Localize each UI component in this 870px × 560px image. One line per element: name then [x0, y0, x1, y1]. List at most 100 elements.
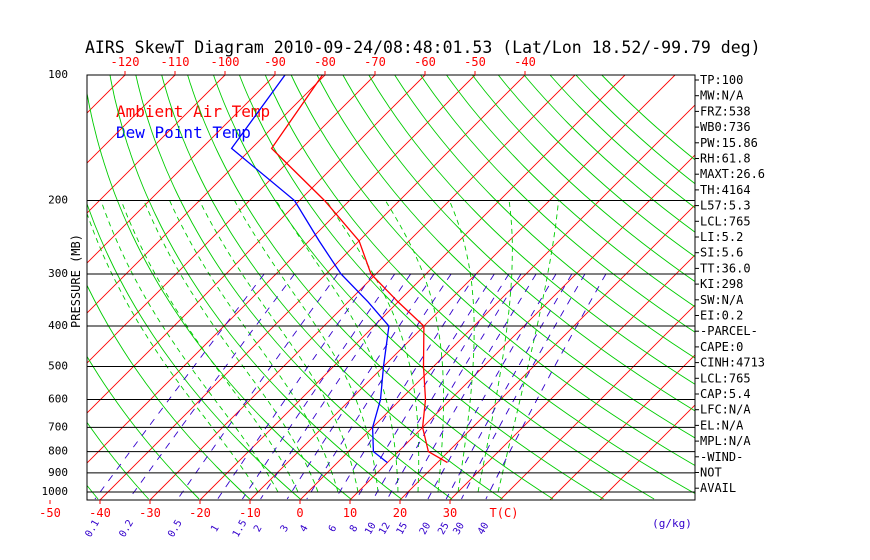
plot-frame	[86, 74, 696, 501]
mixing-ratio-line	[386, 273, 522, 500]
isotherm-line	[549, 354, 695, 500]
stability-index-label: EI:0.2	[700, 309, 743, 323]
mixing-ratio-line	[177, 273, 339, 500]
top-temp-tick-label: -60	[414, 55, 436, 69]
stability-index-label: MPL:N/A	[700, 434, 751, 448]
bottom-temp-tick-label: -50	[39, 506, 61, 520]
y-axis-label: PRESSURE (MB)	[69, 234, 83, 328]
legend-dew-point-temp: Dew Point Temp	[116, 123, 251, 142]
mixing-ratio-label: 2	[252, 523, 265, 534]
pressure-tick-label: 200	[48, 194, 68, 207]
mixing-ratio-label: 30	[451, 521, 467, 537]
isotherm-line	[499, 304, 695, 500]
dry-adiabat-line	[601, 75, 695, 161]
bottom-temp-tick-label: 0	[296, 506, 303, 520]
stability-index-label: WB0:736	[700, 120, 751, 134]
stability-index-label: LFC:N/A	[700, 403, 751, 417]
mixing-ratio-label: 12	[377, 521, 393, 537]
mixing-ratio-label: 40	[476, 521, 492, 537]
isotherm-line	[87, 75, 476, 464]
top-temp-tick-label: -90	[264, 55, 286, 69]
dry-adiabat-line	[523, 75, 695, 233]
sounding-profiles	[230, 75, 448, 464]
stability-index-label: SW:N/A	[700, 293, 744, 307]
pressure-tick-label: 1000	[42, 485, 69, 498]
stability-index-label: SI:5.6	[700, 246, 743, 260]
moist-adiabat-line	[497, 200, 559, 493]
stability-index-label: LI:5.2	[700, 230, 743, 244]
pressure-tick-label: 900	[48, 466, 68, 479]
mixing-ratio-label: 20	[418, 521, 434, 537]
mixing-ratio-label: 3	[279, 523, 292, 534]
mixing-ratio-line	[404, 273, 537, 500]
stability-index-label: CAPE:0	[700, 340, 743, 354]
dry-adiabat-line	[446, 75, 695, 308]
mixing-ratio-label: 6	[327, 523, 340, 534]
dry-adiabat-line	[264, 75, 695, 495]
moist-adiabat-line	[198, 200, 359, 493]
moist-adiabat-line	[385, 200, 444, 493]
mixing-ratio-line	[242, 273, 396, 500]
mixing-ratio-label: 25	[436, 521, 452, 537]
mixing-ratio-line	[461, 273, 586, 500]
stability-index-label: -PARCEL-	[700, 324, 758, 338]
dry-adiabat-line	[161, 75, 503, 500]
isotherm-line	[599, 404, 695, 500]
mixing-ratio-line	[445, 273, 573, 500]
pressure-tick-label: 400	[48, 319, 68, 332]
mixing-ratio-label: 4	[298, 523, 311, 534]
dry-adiabat-line	[238, 75, 655, 500]
isotherm-line	[0, 75, 25, 500]
stability-index-label: MW:N/A	[700, 89, 744, 103]
dry-adiabat-line	[0, 75, 48, 499]
dry-adiabat-line	[87, 421, 149, 500]
stability-index-label: CAP:5.4	[700, 387, 751, 401]
mixing-ratio-line	[306, 273, 452, 500]
moist-adiabat-line	[143, 200, 319, 493]
mixing-ratio-line	[356, 273, 495, 500]
dry-adiabat-line	[87, 355, 200, 500]
isotherm-line	[87, 75, 276, 264]
top-temp-tick-label: -100	[211, 55, 240, 69]
top-temp-tick-label: -80	[314, 55, 336, 69]
bottom-temp-tick-label: 10	[343, 506, 357, 520]
mixing-ratio-label: 8	[348, 523, 361, 534]
dry-adiabat-line	[394, 75, 695, 359]
ambient-air-temp-line	[270, 75, 448, 464]
mixing-ratio-label: 1.5	[231, 518, 250, 539]
stability-index-label: MAXT:26.6	[700, 167, 765, 181]
dry-adiabat-line	[87, 202, 301, 500]
bottom-unit-label: T(C)	[490, 506, 519, 520]
stability-index-label: PW:15.86	[700, 136, 758, 150]
isotherm-line	[399, 204, 695, 500]
mixing-ratio-label: 15	[395, 521, 411, 537]
top-temp-tick-label: -50	[464, 55, 486, 69]
top-temp-tick-label: -70	[364, 55, 386, 69]
isotherm-line	[0, 75, 75, 500]
dry-adiabat-line	[109, 75, 402, 500]
moist-adiabat-line	[234, 200, 379, 493]
isotherm-line	[87, 75, 326, 314]
mixing-ratio-line	[260, 273, 412, 500]
isotherm-line	[449, 254, 695, 500]
legend-ambient-air-temp: Ambient Air Temp	[116, 102, 270, 121]
dry-adiabat-line	[87, 284, 251, 500]
isotherm-line	[349, 154, 695, 500]
bottom-temp-tick-label: -30	[139, 506, 161, 520]
dry-adiabat-line	[290, 75, 695, 467]
stability-index-label: L57:5.3	[700, 199, 751, 213]
moist-adiabat-line	[477, 200, 513, 493]
bottom-temp-tick-label: 30	[443, 506, 457, 520]
pressure-lines	[87, 75, 695, 493]
stability-index-label: NOT	[700, 466, 722, 480]
bottom-temp-tick-label: -20	[189, 506, 211, 520]
bottom-temp-tick-label: 20	[393, 506, 407, 520]
stability-index-label: TT:36.0	[700, 261, 751, 275]
mixing-ratio-label: 10	[363, 521, 379, 537]
pressure-tick-label: 500	[48, 359, 68, 372]
stability-index-label: TH:4164	[700, 183, 751, 197]
dry-adiabat-line	[472, 75, 695, 283]
stability-index-label: -WIND-	[700, 450, 743, 464]
